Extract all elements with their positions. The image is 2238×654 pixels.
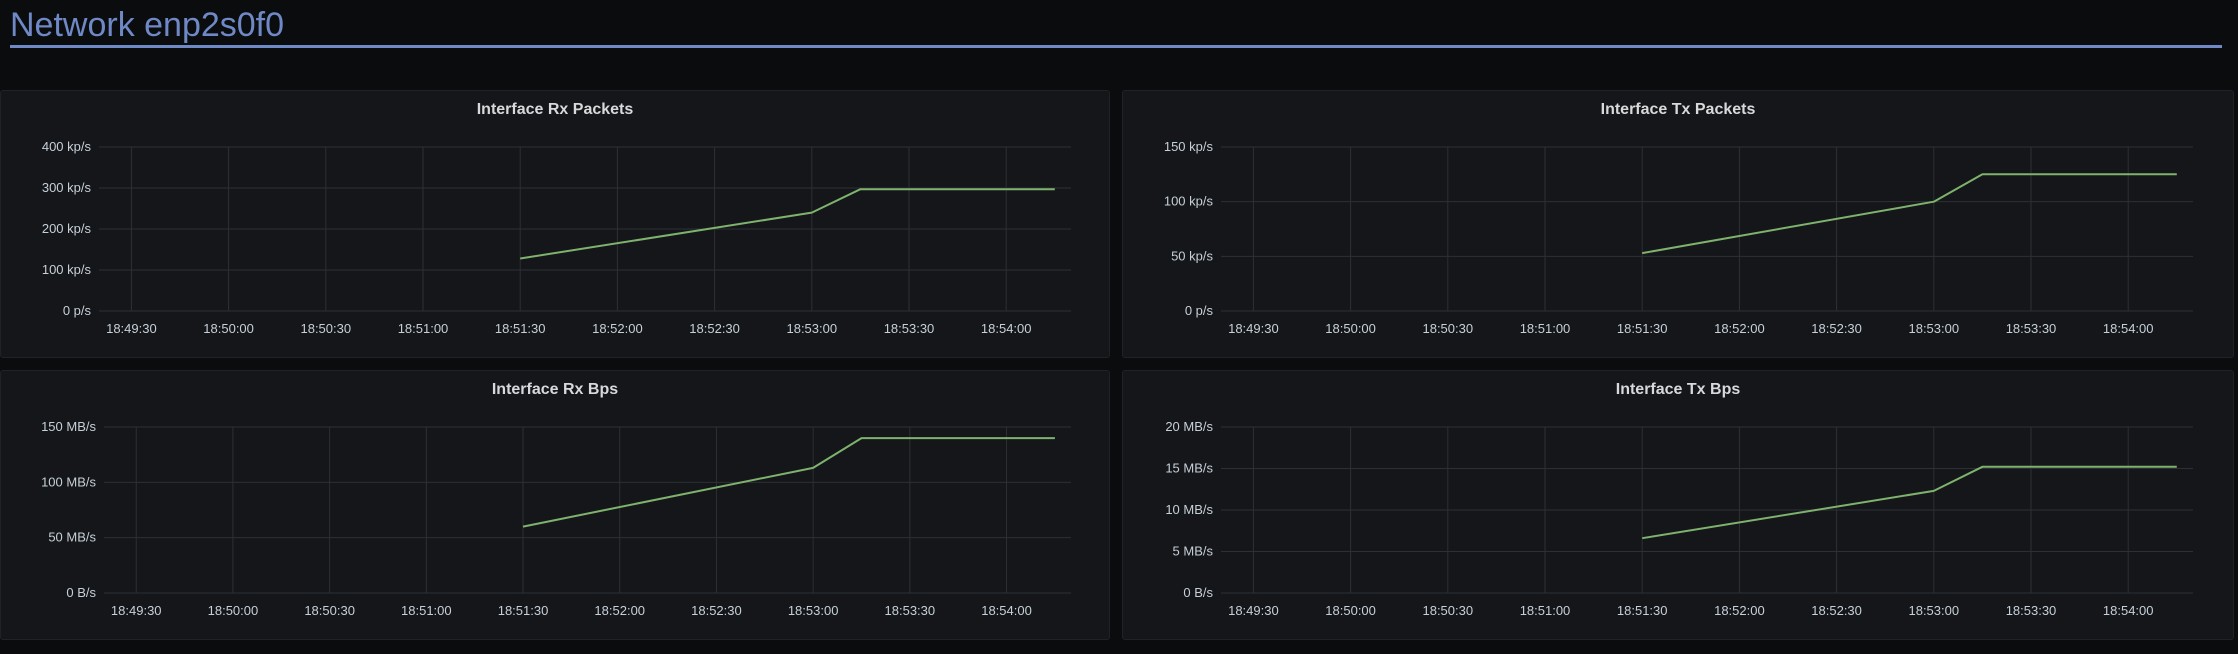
x-tick-label: 18:52:00	[594, 603, 645, 618]
x-tick-label: 18:49:30	[1228, 603, 1279, 618]
panel-title[interactable]: Interface Rx Packets	[476, 101, 634, 118]
row-header: Network enp2s0f0	[10, 0, 2222, 48]
y-tick-label: 400 kp/s	[42, 139, 92, 154]
x-tick-label: 18:52:30	[689, 321, 740, 336]
x-tick-label: 18:53:30	[2006, 321, 2057, 336]
x-tick-label: 18:50:30	[1422, 321, 1473, 336]
x-tick-label: 18:52:30	[691, 603, 742, 618]
y-tick-label: 0 p/s	[1185, 303, 1214, 318]
series-line[interactable]	[520, 188, 1055, 260]
x-tick-label: 18:54:00	[981, 321, 1032, 336]
x-tick-label: 18:51:00	[398, 321, 449, 336]
chart-interface-tx-packets: 0 p/s 50 kp/s 100 kp/s 150 kp/s 18:49:30 18:5…	[1164, 139, 2193, 336]
x-tick-label: 18:53:30	[2006, 603, 2057, 618]
x-tick-label: 18:49:30	[1228, 321, 1279, 336]
x-tick-label: 18:50:00	[208, 603, 259, 618]
panel-title[interactable]: Interface Tx Packets	[1600, 101, 1756, 118]
x-tick-label: 18:51:30	[1617, 321, 1668, 336]
x-tick-label: 18:49:30	[106, 321, 157, 336]
panel-title[interactable]: Interface Rx Bps	[491, 381, 619, 398]
x-tick-label: 18:51:00	[1520, 321, 1571, 336]
x-tick-label: 18:53:00	[786, 321, 837, 336]
x-tick-label: 18:51:30	[498, 603, 549, 618]
chart-interface-rx-bps: 0 B/s 50 MB/s 100 MB/s 150 MB/s 18:49:30 18:5…	[41, 419, 1071, 618]
x-tick-label: 18:53:30	[885, 603, 936, 618]
x-tick-label: 18:52:00	[592, 321, 643, 336]
x-tick-label: 18:54:00	[981, 603, 1032, 618]
x-tick-label: 18:50:30	[304, 603, 355, 618]
x-tick-label: 18:52:30	[1811, 603, 1862, 618]
x-tick-label: 18:53:00	[1908, 321, 1959, 336]
x-tick-label: 18:53:00	[788, 603, 839, 618]
y-tick-label: 100 kp/s	[42, 262, 92, 277]
x-tick-label: 18:53:30	[884, 321, 935, 336]
x-tick-label: 18:51:00	[401, 603, 452, 618]
y-tick-label: 300 kp/s	[42, 180, 92, 195]
x-tick-label: 18:52:00	[1714, 603, 1765, 618]
x-tick-label: 18:51:30	[495, 321, 546, 336]
chart-interface-tx-bps: 0 B/s 5 MB/s 10 MB/s 15 MB/s 20 MB/s 18:49:30…	[1165, 419, 2193, 618]
panel-interface-rx-bps[interactable]: Interface Rx Bps 0 B/s 50 MB/s 100 MB/s 150…	[0, 370, 1110, 640]
x-tick-label: 18:50:00	[1325, 321, 1376, 336]
y-tick-label: 10 MB/s	[1165, 502, 1213, 517]
panel-interface-tx-bps[interactable]: Interface Tx Bps 0 B/s 5 MB/s 10 MB/s 15 MB…	[1122, 370, 2234, 640]
x-tick-label: 18:49:30	[111, 603, 162, 618]
series-line[interactable]	[1642, 173, 2177, 255]
x-tick-label: 18:54:00	[2103, 321, 2154, 336]
y-tick-label: 100 kp/s	[1164, 194, 1214, 209]
x-tick-label: 18:51:30	[1617, 603, 1668, 618]
x-tick-label: 18:51:00	[1520, 603, 1571, 618]
row-title[interactable]: Network enp2s0f0	[10, 6, 285, 44]
y-tick-label: 50 MB/s	[48, 530, 96, 545]
x-tick-label: 18:52:00	[1714, 321, 1765, 336]
y-tick-label: 20 MB/s	[1165, 419, 1213, 434]
y-tick-label: 0 p/s	[63, 303, 92, 318]
y-tick-label: 0 B/s	[1183, 585, 1213, 600]
series-line[interactable]	[522, 437, 1055, 528]
y-tick-label: 150 MB/s	[41, 419, 96, 434]
y-tick-label: 0 B/s	[66, 585, 96, 600]
x-tick-label: 18:54:00	[2103, 603, 2154, 618]
y-tick-label: 200 kp/s	[42, 221, 92, 236]
x-tick-label: 18:52:30	[1811, 321, 1862, 336]
y-tick-label: 150 kp/s	[1164, 139, 1214, 154]
x-tick-label: 18:50:30	[1422, 603, 1473, 618]
y-tick-label: 50 kp/s	[1171, 248, 1213, 263]
chart-interface-rx-packets: 0 p/s 100 kp/s 200 kp/s 300 kp/s 400 kp/s 18:…	[42, 139, 1071, 336]
y-tick-label: 15 MB/s	[1165, 461, 1213, 476]
y-tick-label: 5 MB/s	[1173, 544, 1214, 559]
panel-interface-tx-packets[interactable]: Interface Tx Packets 0 p/s 50 kp/s 100 kp/…	[1122, 90, 2234, 358]
x-tick-label: 18:50:30	[300, 321, 351, 336]
y-tick-label: 100 MB/s	[41, 474, 96, 489]
x-tick-label: 18:50:00	[203, 321, 254, 336]
panel-title[interactable]: Interface Tx Bps	[1615, 381, 1741, 398]
panel-interface-rx-packets[interactable]: Interface Rx Packets 0 p/s 100 kp/s 200 kp…	[0, 90, 1110, 358]
x-tick-label: 18:53:00	[1908, 603, 1959, 618]
x-tick-label: 18:50:00	[1325, 603, 1376, 618]
series-line[interactable]	[1642, 465, 2177, 540]
